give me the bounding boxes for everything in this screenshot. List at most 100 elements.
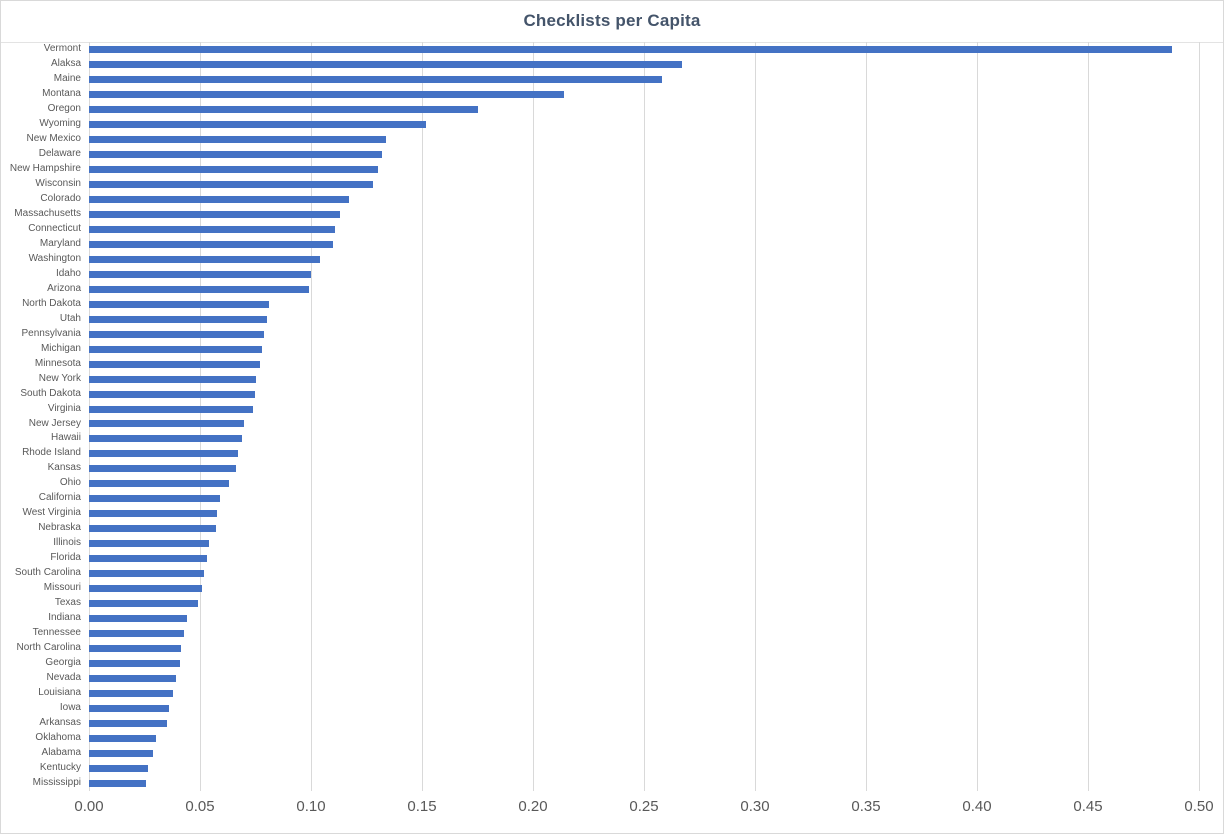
- category-label: Arizona: [47, 282, 81, 294]
- category-label: Montana: [42, 87, 81, 99]
- bar-alabama: [89, 750, 153, 758]
- bar-iowa: [89, 705, 169, 713]
- bar-west-virginia: [89, 510, 217, 518]
- category-label: Arkansas: [39, 717, 81, 729]
- category-label: Texas: [54, 597, 81, 609]
- bar-california: [89, 495, 220, 503]
- bar-south-carolina: [89, 570, 204, 578]
- category-label: Alabama: [41, 747, 81, 759]
- gridline: [1199, 42, 1200, 791]
- bar-florida: [89, 555, 207, 563]
- bar-virginia: [89, 405, 253, 413]
- category-label: Wisconsin: [35, 177, 81, 189]
- bar-north-dakota: [89, 300, 269, 308]
- gridline: [755, 42, 756, 791]
- category-label: Vermont: [43, 43, 81, 54]
- bar-oregon: [89, 105, 478, 113]
- x-axis-labels: 0.00 0.05 0.10 0.15 0.20 0.25 0.30 0.35 0.40 0.45…: [74, 798, 1213, 820]
- category-label: West Virginia: [22, 507, 81, 519]
- category-label: California: [38, 492, 81, 504]
- gridline: [866, 42, 867, 791]
- category-label: Nebraska: [38, 522, 81, 534]
- bar-hawaii: [89, 435, 242, 443]
- bar-indiana: [89, 615, 187, 623]
- x-tick-label: 0.25: [629, 798, 659, 815]
- bar-rhode-island: [89, 450, 238, 458]
- bar-massachusetts: [89, 210, 340, 218]
- category-label: North Carolina: [16, 642, 81, 654]
- bar-mississippi: [89, 780, 146, 787]
- category-label: Iowa: [59, 702, 81, 714]
- category-label: Illinois: [53, 537, 81, 549]
- x-tick-label: 0.10: [296, 798, 326, 815]
- bar-nevada: [89, 675, 176, 683]
- category-label: Oklahoma: [35, 732, 81, 744]
- category-label: Tennessee: [32, 627, 81, 639]
- x-tick-label: 0.50: [1184, 798, 1214, 815]
- bar-montana: [89, 90, 564, 98]
- bar-michigan: [89, 345, 262, 353]
- bar-illinois: [89, 540, 209, 548]
- bar-tennessee: [89, 630, 184, 638]
- plot-area: [89, 42, 1200, 791]
- category-label: Idaho: [55, 267, 81, 279]
- bar-new-hampshire: [89, 165, 378, 173]
- gridline: [977, 42, 978, 791]
- category-label: Michigan: [40, 342, 81, 354]
- category-label: South Dakota: [20, 387, 81, 399]
- bar-new-jersey: [89, 420, 244, 428]
- bar-arizona: [89, 285, 309, 293]
- category-label: Colorado: [40, 192, 81, 204]
- x-tick-label: 0.15: [407, 798, 437, 815]
- bar-georgia: [89, 660, 180, 668]
- gridline: [644, 42, 645, 791]
- category-label: Pennsylvania: [21, 327, 81, 339]
- bar-maine: [89, 75, 662, 83]
- plot-area-top-border: [1, 42, 1223, 43]
- category-label: New Hampshire: [9, 162, 81, 174]
- category-label: Utah: [59, 312, 81, 324]
- x-tick-label: 0.40: [962, 798, 992, 815]
- bar-connecticut: [89, 225, 335, 233]
- gridline: [89, 42, 90, 791]
- category-label: Nevada: [46, 672, 81, 684]
- bar-vermont: [89, 45, 1172, 53]
- bar-delaware: [89, 150, 382, 158]
- category-label: Mississippi: [32, 777, 81, 789]
- category-label: Hawaii: [50, 432, 81, 444]
- category-label: New Mexico: [26, 132, 81, 144]
- bar-colorado: [89, 195, 349, 203]
- category-label: Florida: [50, 552, 81, 564]
- bar-texas: [89, 600, 198, 608]
- category-label: Delaware: [38, 147, 81, 159]
- gridline: [311, 42, 312, 791]
- x-tick-label: 0.20: [518, 798, 548, 815]
- x-tick-label: 0.30: [740, 798, 770, 815]
- category-label: Rhode Island: [22, 447, 81, 459]
- category-label: Oregon: [47, 102, 81, 114]
- category-label: Washington: [28, 252, 81, 264]
- bar-new-mexico: [89, 135, 386, 143]
- gridline: [533, 42, 534, 791]
- gridline: [200, 42, 201, 791]
- category-label: Kansas: [47, 462, 81, 474]
- bar-wisconsin: [89, 180, 373, 188]
- bar-arkansas: [89, 720, 167, 728]
- bar-nebraska: [89, 525, 216, 533]
- bar-kentucky: [89, 765, 148, 773]
- gridline: [422, 42, 423, 791]
- category-label: Alaksa: [50, 57, 81, 69]
- category-label: Wyoming: [39, 117, 81, 129]
- category-label: New Jersey: [28, 417, 81, 429]
- gridline: [1088, 42, 1089, 791]
- bar-idaho: [89, 270, 311, 278]
- x-tick-label: 0.05: [185, 798, 215, 815]
- bar-ohio: [89, 480, 229, 488]
- bar-oklahoma: [89, 735, 156, 743]
- category-label: Georgia: [45, 657, 81, 669]
- x-tick-label: 0.45: [1073, 798, 1103, 815]
- bar-maryland: [89, 240, 333, 248]
- category-label: Maine: [53, 72, 81, 84]
- category-label: Indiana: [48, 612, 81, 624]
